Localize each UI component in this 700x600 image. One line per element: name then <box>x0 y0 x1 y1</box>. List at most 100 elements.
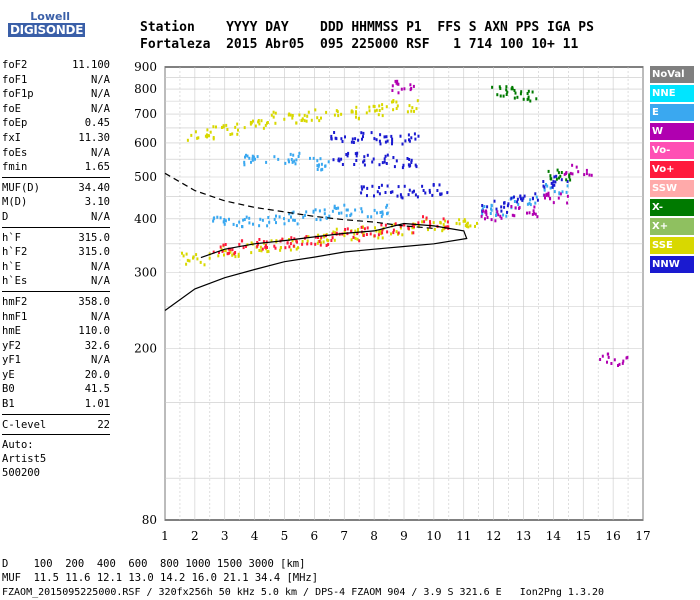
echo-mark-w <box>563 172 566 176</box>
echo-mark-nnw <box>380 183 383 187</box>
echo-mark-sse <box>259 245 262 249</box>
echo-mark-nnw <box>379 133 382 137</box>
legend-x: X- <box>650 199 694 216</box>
echo-mark-sse <box>234 125 237 129</box>
echo-mark-nnw <box>391 190 394 194</box>
echo-mark-w <box>391 89 394 92</box>
echo-mark-nnw <box>373 194 375 198</box>
echo-mark-nnw <box>553 183 556 187</box>
echo-mark-nnw <box>516 197 519 201</box>
echo-mark-vo <box>397 231 400 235</box>
echo-mark-sse <box>464 219 467 223</box>
x-tick-label: 16 <box>605 529 620 543</box>
echo-mark-nnw <box>360 191 363 195</box>
echo-mark-e <box>495 214 497 217</box>
echo-mark-nnw <box>385 162 388 165</box>
echo-mark-w <box>511 213 514 217</box>
echo-mark-w <box>575 165 578 169</box>
echo-mark-nnw <box>408 188 411 192</box>
echo-mark-e <box>333 206 336 210</box>
echo-mark-x <box>558 176 560 180</box>
echo-mark-x <box>549 174 552 178</box>
echo-mark-x <box>506 90 509 94</box>
param-row: h`Es N/A <box>2 274 110 289</box>
echo-mark-nnw <box>391 137 394 141</box>
param-value: N/A <box>91 354 110 367</box>
echo-mark-vo <box>399 224 402 228</box>
echo-mark-e <box>328 214 331 218</box>
file-info-row: FZAOM_2015095225000.RSF / 320fx256h 50 k… <box>2 587 605 598</box>
param-value: 11.100 <box>72 59 110 71</box>
echo-mark-sse <box>272 115 275 119</box>
echo-mark-sse <box>444 219 447 223</box>
echo-mark-sse <box>243 126 246 130</box>
echo-mark-nnw <box>500 209 503 213</box>
echo-mark-nnw <box>399 193 402 197</box>
echo-mark-sse <box>476 221 478 225</box>
echo-mark-sse <box>301 117 304 121</box>
echo-mark-vo <box>319 243 322 247</box>
echo-mark-nnw <box>404 139 407 143</box>
legend-vo: Vo+ <box>650 161 694 178</box>
echo-mark-e <box>298 151 301 155</box>
echo-mark-sse <box>206 135 208 139</box>
echo-mark-nnw <box>330 134 333 138</box>
echo-mark-e <box>292 210 295 214</box>
echo-mark-nnw <box>360 185 363 189</box>
distance-row: D 100 200 400 600 800 1000 1500 3000 [km… <box>2 558 306 570</box>
echo-mark-sse <box>380 232 382 236</box>
echo-mark-sse <box>295 121 298 125</box>
echo-mark-sse <box>260 249 263 253</box>
echo-mark-w <box>396 79 399 83</box>
echo-mark-sse <box>395 100 398 104</box>
echo-mark-sse <box>275 239 278 243</box>
echo-mark-sse <box>204 134 207 138</box>
echo-mark-sse <box>365 111 368 115</box>
echo-mark-e <box>288 160 290 164</box>
echo-mark-w <box>496 210 499 214</box>
echo-mark-e <box>252 222 254 226</box>
echo-mark-e <box>246 154 249 158</box>
param-row: hmF2 358.0 <box>2 295 110 310</box>
echo-mark-vo <box>380 223 383 227</box>
echo-mark-nnw <box>355 159 358 162</box>
echo-mark-w <box>534 212 537 216</box>
param-value: 315.0 <box>78 231 110 244</box>
echo-mark-x <box>555 177 558 181</box>
echo-mark-vo <box>301 242 304 246</box>
echo-mark-sse <box>411 226 414 230</box>
echo-mark-nnw <box>351 137 354 141</box>
echo-mark-sse <box>185 252 188 256</box>
echo-mark-nnw <box>410 161 413 164</box>
echo-mark-e <box>373 208 376 212</box>
echo-mark-e <box>318 209 321 213</box>
echo-mark-sse <box>289 248 292 252</box>
logo-lowell: Lowell <box>30 10 70 23</box>
echo-mark-e <box>248 156 251 160</box>
echo-mark-vo <box>261 247 264 251</box>
legend-noval: NoVal <box>650 66 694 83</box>
echo-mark-sse <box>237 254 240 258</box>
y-tick-label: 80 <box>142 513 157 527</box>
echo-mark-vo <box>403 223 406 227</box>
y-tick-label: 600 <box>134 136 157 150</box>
echo-mark-sse <box>354 236 357 240</box>
echo-mark-e <box>277 157 280 161</box>
legend-ssw: SSW <box>650 180 694 197</box>
echo-mark-nnw <box>391 140 394 144</box>
echo-mark-nnw <box>386 153 389 157</box>
echo-mark-e <box>232 222 235 226</box>
echo-mark-e <box>386 211 389 215</box>
echo-mark-e <box>529 203 532 207</box>
echo-mark-nnw <box>341 140 344 143</box>
echo-mark-e <box>331 209 334 213</box>
echo-mark-w <box>536 215 539 219</box>
echo-mark-e <box>319 157 322 161</box>
echo-mark-vo <box>330 239 333 242</box>
echo-mark-vo <box>305 235 308 239</box>
echo-mark-x <box>557 171 560 175</box>
legend-nnw: NNW <box>650 256 694 273</box>
echo-mark-e <box>235 224 238 228</box>
param-key: h`E <box>2 260 21 273</box>
echo-mark-vo <box>325 244 328 247</box>
